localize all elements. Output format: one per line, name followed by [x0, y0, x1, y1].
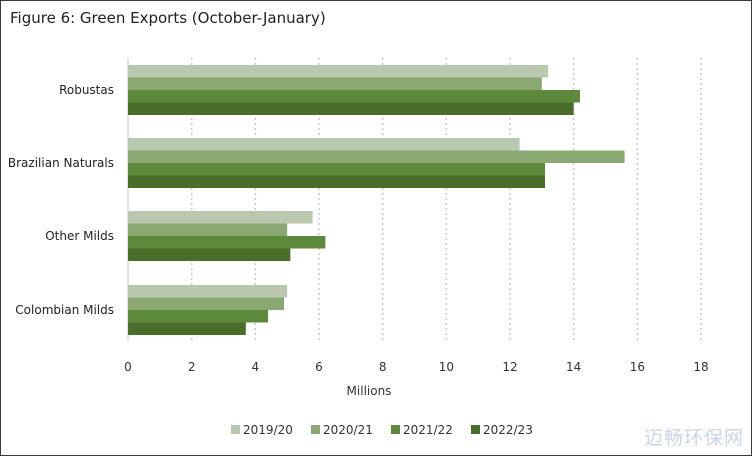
bar-2020-21-2 — [128, 223, 288, 236]
bar-2020-21-0 — [128, 77, 542, 90]
x-tick-label: 14 — [566, 360, 581, 374]
legend-label: 2022/23 — [483, 423, 533, 437]
bar-2019-20-0 — [128, 65, 549, 78]
bar-2019-20-3 — [128, 285, 288, 298]
category-label: Brazilian Naturals — [8, 156, 114, 170]
legend-swatch — [231, 425, 240, 434]
bar-2022-23-3 — [128, 322, 246, 335]
legend-label: 2021/22 — [403, 423, 453, 437]
x-tick-label: 2 — [188, 360, 196, 374]
category-label: Colombian Milds — [15, 303, 114, 317]
bar-2021-22-0 — [128, 90, 581, 103]
bar-2022-23-1 — [128, 175, 546, 188]
x-tick-label: 6 — [315, 360, 323, 374]
legend-swatch — [391, 425, 400, 434]
bar-2022-23-2 — [128, 248, 291, 261]
x-tick-label: 10 — [439, 360, 454, 374]
legend-swatch — [311, 425, 320, 434]
chart-title: Figure 6: Green Exports (October-January… — [10, 9, 326, 27]
x-tick-label: 18 — [693, 360, 708, 374]
x-tick-label: 16 — [630, 360, 645, 374]
bar-2020-21-3 — [128, 297, 284, 310]
legend-label: 2019/20 — [243, 423, 293, 437]
x-tick-label: 8 — [379, 360, 387, 374]
bar-2020-21-1 — [128, 150, 625, 163]
category-label: Robustas — [59, 83, 114, 97]
bar-2021-22-1 — [128, 163, 546, 176]
x-tick-label: 12 — [502, 360, 517, 374]
bar-2019-20-2 — [128, 211, 313, 224]
x-tick-label: 0 — [124, 360, 132, 374]
x-axis-label: Millions — [347, 384, 392, 398]
bar-2021-22-2 — [128, 236, 326, 249]
bar-2021-22-3 — [128, 310, 269, 323]
x-tick-label: 4 — [252, 360, 260, 374]
legend-swatch — [471, 425, 480, 434]
bar-2019-20-1 — [128, 138, 520, 151]
bar-2022-23-0 — [128, 102, 574, 115]
legend-label: 2020/21 — [323, 423, 373, 437]
watermark: 迈畅环保网 — [643, 427, 744, 449]
category-label: Other Milds — [45, 229, 114, 243]
